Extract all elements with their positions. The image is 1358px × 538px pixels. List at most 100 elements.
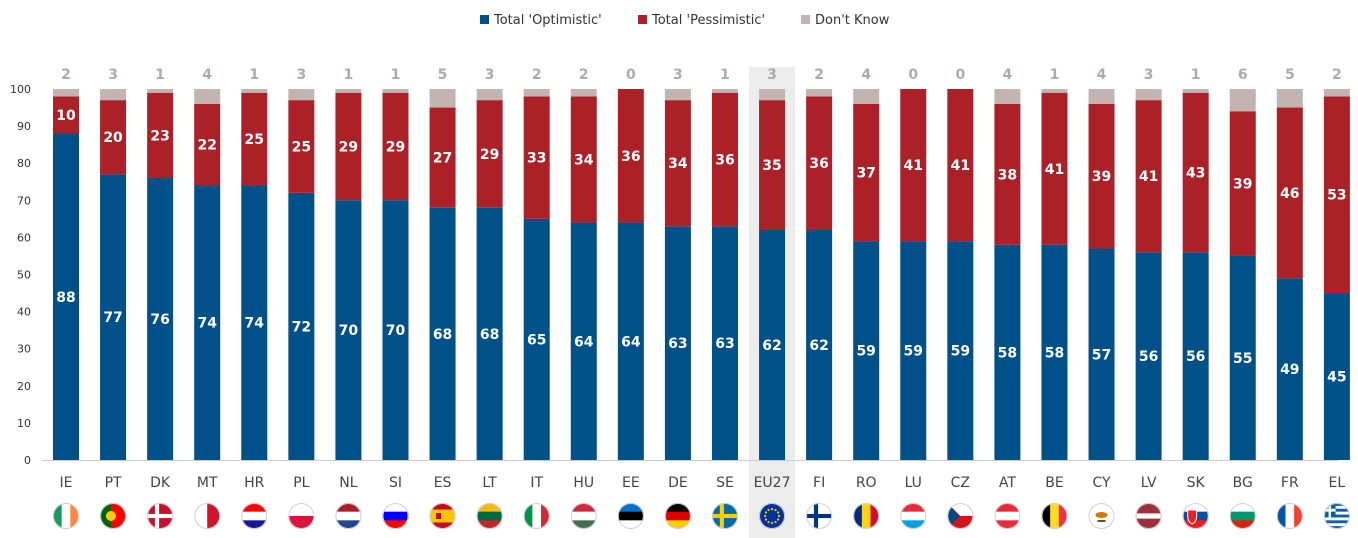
bar-value-label: 41 [1139, 169, 1158, 185]
flag-austria-icon [994, 503, 1021, 529]
dont-know-label: 1 [720, 67, 730, 83]
bar-segment [53, 96, 79, 134]
y-tick-label: 10 [17, 417, 31, 430]
bar-value-label: 68 [480, 327, 499, 343]
dont-know-label: 4 [861, 67, 871, 83]
y-tick-label: 0 [24, 454, 31, 467]
flag-ring [617, 503, 644, 529]
flag-ring [853, 503, 880, 529]
bar-value-label: 58 [1045, 345, 1064, 361]
flag-ring [335, 503, 362, 529]
bar-segment [335, 89, 362, 93]
legend-label: Don't Know [815, 13, 890, 28]
bar-value-label: 68 [433, 327, 452, 343]
dont-know-label: 6 [1238, 67, 1248, 83]
y-tick-label: 40 [17, 306, 31, 319]
flag-ring [476, 503, 503, 529]
dont-know-label: 3 [485, 67, 495, 83]
bar-value-label: 53 [1327, 188, 1346, 204]
flag-ring [1182, 503, 1209, 529]
y-tick-label: 60 [17, 231, 31, 244]
dont-know-label: 1 [249, 67, 259, 83]
bar-segment [617, 222, 644, 460]
bar-segment [1276, 278, 1303, 460]
flag-ring [947, 503, 974, 529]
bar-segment [900, 89, 927, 242]
flag-ring [664, 503, 691, 529]
bar-segment [664, 226, 691, 460]
dont-know-label: 4 [1003, 67, 1013, 83]
bar-segment [476, 100, 503, 208]
flag-netherlands-icon [335, 503, 362, 529]
flag-ring [194, 503, 221, 529]
bar-segment [1323, 89, 1350, 97]
flag-ring [994, 503, 1021, 529]
bar-segment [53, 89, 79, 97]
bar-value-label: 63 [715, 336, 734, 352]
bar-segment [806, 229, 833, 460]
bar-value-label: 39 [1233, 177, 1252, 193]
flag-ring [759, 503, 786, 529]
bar-value-label: 36 [715, 152, 734, 168]
bar-segment [147, 89, 174, 93]
flag-romania-icon [853, 503, 880, 529]
dont-know-label: 1 [344, 67, 354, 83]
bar-value-label: 45 [1327, 370, 1346, 386]
flag-ring [523, 503, 550, 529]
flag-hungary-icon [570, 503, 597, 529]
flag-ring [288, 503, 315, 529]
dont-know-label: 0 [908, 67, 918, 83]
bar-segment [429, 107, 456, 208]
bar-value-label: 88 [56, 290, 75, 306]
y-tick-label: 20 [17, 380, 31, 393]
bar-segment [241, 89, 268, 93]
flag-ring [1229, 503, 1256, 529]
dont-know-label: 2 [814, 67, 824, 83]
x-tick-label: DK [150, 475, 171, 491]
bar-segment [711, 89, 738, 93]
bar-segment [759, 229, 786, 460]
legend-label: Total 'Pessimistic' [651, 13, 765, 28]
x-tick-label: FI [813, 475, 825, 491]
x-tick-label: ES [434, 475, 452, 491]
bar-segment [194, 89, 221, 104]
dont-know-label: 0 [955, 67, 965, 83]
bar-value-label: 20 [103, 130, 123, 146]
legend-label: Total 'Optimistic' [493, 13, 602, 28]
bar-segment [1135, 89, 1162, 101]
x-tick-label: LT [482, 475, 497, 491]
bar-value-label: 49 [1280, 362, 1299, 378]
y-tick-label: 80 [17, 157, 31, 170]
x-tick-label: SI [389, 475, 402, 491]
bar-value-label: 25 [245, 132, 264, 148]
flag-row [53, 503, 1350, 529]
bar-segment [147, 178, 174, 461]
x-tick-label: CZ [951, 475, 970, 491]
bar-value-label: 22 [197, 138, 216, 154]
dont-know-label: 2 [532, 67, 542, 83]
bar-value-label: 72 [292, 319, 311, 335]
bar-value-label: 29 [339, 140, 358, 156]
bar-segment [994, 89, 1021, 104]
dont-know-label: 1 [155, 67, 165, 83]
bar-segment [100, 100, 127, 175]
bar-segment [711, 92, 738, 227]
dont-know-label: 4 [1097, 67, 1107, 83]
bar-value-label: 59 [856, 344, 875, 360]
dont-know-label: 5 [438, 67, 448, 83]
dont-know-label: 3 [767, 67, 777, 83]
bar-value-label: 36 [809, 156, 828, 172]
bar-value-label: 56 [1139, 349, 1158, 365]
bar-segment [476, 89, 503, 101]
bar-value-label: 62 [762, 338, 781, 354]
x-tick-label: IE [60, 475, 73, 491]
x-tick-label: BG [1233, 475, 1253, 491]
bar-segment [1182, 252, 1209, 460]
flag-ring [1323, 503, 1350, 529]
flag-ring [806, 503, 833, 529]
dont-know-label: 0 [626, 67, 636, 83]
bar-value-label: 36 [621, 149, 640, 165]
bar-value-label: 59 [951, 344, 970, 360]
bar-segment [429, 89, 456, 108]
